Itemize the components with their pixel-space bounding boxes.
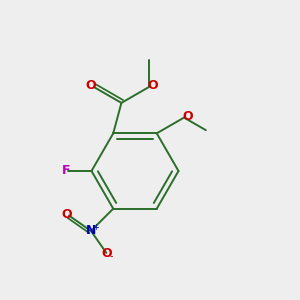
Text: O: O	[182, 110, 193, 123]
Text: F: F	[62, 164, 70, 177]
Text: O: O	[86, 80, 96, 92]
Text: N: N	[86, 224, 96, 237]
Text: O: O	[102, 247, 112, 260]
Text: -: -	[110, 251, 113, 262]
Text: O: O	[61, 208, 72, 221]
Text: +: +	[92, 223, 99, 232]
Text: O: O	[147, 80, 158, 92]
